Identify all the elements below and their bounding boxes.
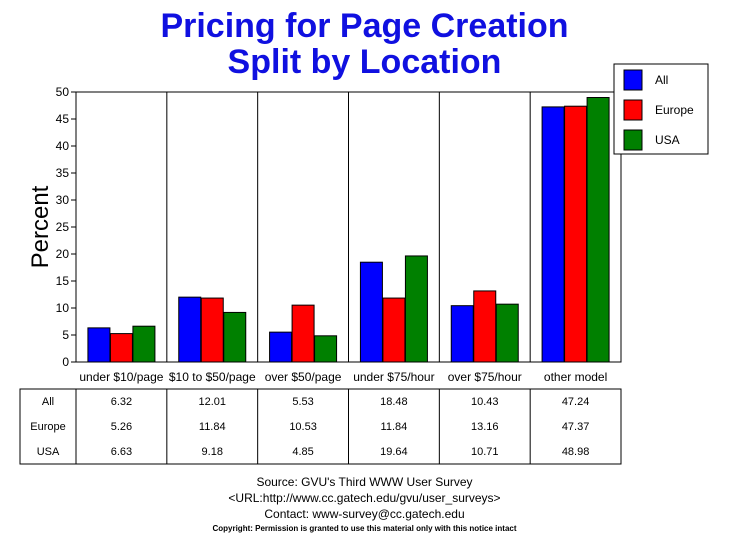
y-tick-label: 50 <box>56 85 70 99</box>
table-cell: 19.64 <box>380 446 408 458</box>
table-row-label: Europe <box>30 421 65 433</box>
copyright-text: Copyright: Permission is granted to use … <box>212 524 517 533</box>
legend-swatch-usa <box>623 129 643 151</box>
bar-europe <box>564 105 588 363</box>
y-tick-label: 20 <box>56 247 70 261</box>
legend-label-usa: USA <box>655 133 680 147</box>
y-tick-label: 0 <box>62 355 69 369</box>
table-cell: 6.32 <box>111 396 132 408</box>
y-tick-label: 45 <box>56 112 70 126</box>
bar-europe <box>200 297 224 363</box>
bar-usa <box>223 311 247 363</box>
table-cell: 10.43 <box>471 396 499 408</box>
bar-all <box>269 331 293 363</box>
bar-europe <box>291 304 315 363</box>
chart-subtitle: Split by Location <box>227 43 502 81</box>
y-axis-label: Percent <box>27 185 54 268</box>
table-row-label: USA <box>37 446 60 458</box>
bar-usa <box>586 97 610 363</box>
bar-all <box>87 327 111 363</box>
legend-swatch-europe <box>623 99 643 121</box>
table-cell: 47.24 <box>562 396 590 408</box>
table-cell: 13.16 <box>471 421 499 433</box>
table-cell: 11.84 <box>381 421 408 433</box>
legend-label-europe: Europe <box>655 103 694 117</box>
x-tick-label: other model <box>544 370 607 384</box>
bar-usa <box>495 303 519 363</box>
x-tick-label: over $75/hour <box>448 370 522 384</box>
table-cell: 12.01 <box>198 396 226 408</box>
bar-usa <box>404 255 428 363</box>
bar-europe <box>473 290 497 363</box>
bar-usa <box>132 325 156 363</box>
table-cell: 18.48 <box>380 396 408 408</box>
table-cell: 9.18 <box>202 446 223 458</box>
legend-label-all: All <box>655 73 668 87</box>
y-tick-label: 15 <box>56 274 70 288</box>
table-cell: 5.53 <box>292 396 313 408</box>
bar-all <box>450 305 474 363</box>
y-tick-label: 40 <box>56 139 70 153</box>
source-url: <URL:http://www.cc.gatech.edu/gvu/user_s… <box>228 491 501 505</box>
y-tick-label: 30 <box>56 193 70 207</box>
bar-all <box>541 106 565 363</box>
table-cell: 10.71 <box>471 446 499 458</box>
data-table-frame <box>19 388 622 465</box>
chart-title: Pricing for Page Creation <box>160 7 569 45</box>
y-tick-label: 25 <box>56 220 70 234</box>
table-cell: 48.98 <box>562 446 590 458</box>
table-cell: 11.84 <box>199 421 226 433</box>
bar-all <box>178 296 202 363</box>
bar-europe <box>109 333 133 363</box>
table-row-label: All <box>42 396 54 408</box>
y-tick-label: 5 <box>62 328 69 342</box>
source-text: Source: GVU's Third WWW User Survey <box>256 475 473 489</box>
table-cell: 4.85 <box>292 446 313 458</box>
y-tick-label: 10 <box>56 301 70 315</box>
table-cell: 47.37 <box>562 421 590 433</box>
x-tick-label: under $75/hour <box>353 370 434 384</box>
x-tick-label: $10 to $50/page <box>169 370 256 384</box>
table-cell: 10.53 <box>289 421 317 433</box>
y-tick-label: 35 <box>56 166 70 180</box>
bar-all <box>359 261 383 363</box>
x-tick-label: under $10/page <box>79 370 163 384</box>
x-tick-label: over $50/page <box>265 370 342 384</box>
legend-swatch-all <box>623 69 643 91</box>
table-cell: 5.26 <box>111 421 132 433</box>
bar-usa <box>314 335 338 363</box>
bar-europe <box>382 297 406 363</box>
table-cell: 6.63 <box>111 446 132 458</box>
contact-text: Contact: www-survey@cc.gatech.edu <box>264 507 465 521</box>
